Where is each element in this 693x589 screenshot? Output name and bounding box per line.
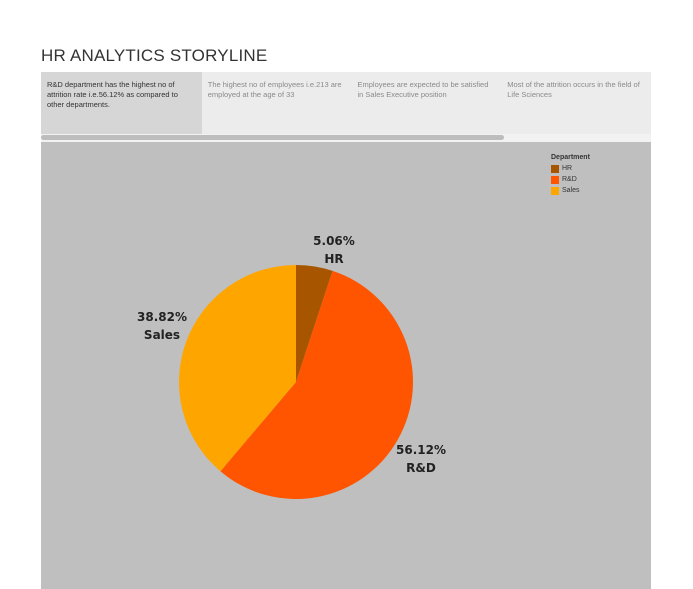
pie-label-percent-rd: 56.12% <box>396 443 446 457</box>
viz-area: Department HR R&D Sales 5.06% HR 56.12% R&D… <box>41 142 651 589</box>
legend-item-sales[interactable]: Sales <box>551 185 590 196</box>
story-navigator: R&D department has the highest no of att… <box>41 72 651 134</box>
story-point-4[interactable]: Most of the attrition occurs in the fiel… <box>507 80 640 99</box>
pie-label-name-rd: R&D <box>406 461 436 475</box>
pie-label-name-hr: HR <box>324 252 343 266</box>
story-point-2[interactable]: The highest no of employees i.e.213 are … <box>207 80 342 99</box>
legend: Department HR R&D Sales <box>551 154 590 196</box>
pie-slice-sales[interactable] <box>179 265 296 472</box>
story-point-3[interactable]: Employees are expected to be satisfied i… <box>357 80 489 99</box>
legend-item-rd[interactable]: R&D <box>551 174 590 185</box>
legend-swatch-hr <box>551 164 559 173</box>
story-scrollbar[interactable] <box>41 134 651 142</box>
story-point-1[interactable]: R&D department has the highest no of att… <box>41 72 202 134</box>
legend-label-hr: HR <box>562 165 573 172</box>
legend-title: Department <box>551 154 590 161</box>
legend-label-sales: Sales <box>562 187 580 194</box>
legend-label-rd: R&D <box>562 176 577 183</box>
pie-label-percent-sales: 38.82% <box>137 310 187 324</box>
pie-label-name-sales: Sales <box>144 328 180 342</box>
pie-label-percent-hr: 5.06% <box>313 234 355 248</box>
pie-slice-hr[interactable] <box>296 265 333 382</box>
page-title: HR ANALYTICS STORYLINE <box>41 46 268 65</box>
story-scrollbar-thumb[interactable] <box>41 135 504 140</box>
pie-chart: 5.06% HR 56.12% R&D 38.82% Sales <box>137 234 446 499</box>
legend-item-hr[interactable]: HR <box>551 163 590 174</box>
pie-slice-rd[interactable] <box>220 270 413 499</box>
legend-swatch-rd <box>551 175 559 184</box>
legend-swatch-sales <box>551 186 559 195</box>
